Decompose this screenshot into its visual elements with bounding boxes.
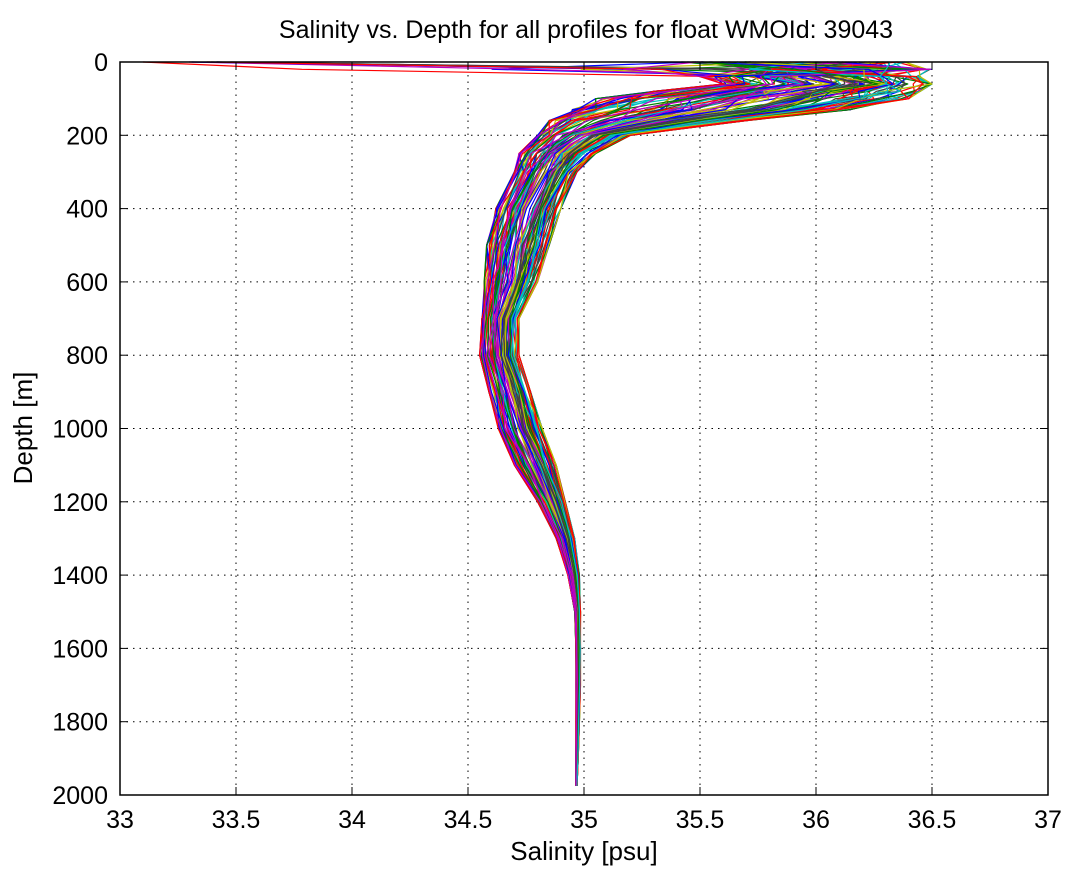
- y-tick-label: 800: [66, 342, 108, 370]
- y-tick-label: 1000: [52, 416, 108, 444]
- chart-title: Salinity vs. Depth for all profiles for …: [279, 16, 893, 44]
- x-tick-label: 36.5: [908, 806, 957, 834]
- y-tick-label: 600: [66, 269, 108, 297]
- x-axis-title: Salinity [psu]: [510, 836, 657, 866]
- profile-line: [488, 61, 931, 786]
- profile-line: [493, 61, 822, 786]
- profile-lines: [142, 61, 933, 786]
- x-tick-label: 35.5: [676, 806, 725, 834]
- y-axis-title: Depth [m]: [8, 372, 38, 485]
- plot-frame: [119, 61, 1049, 796]
- y-tick-label: 1400: [52, 562, 108, 590]
- y-tick-label: 1800: [52, 709, 108, 737]
- y-tick-label: 400: [66, 196, 108, 224]
- profile-line: [191, 61, 746, 786]
- profile-line: [511, 61, 901, 786]
- x-tick-label: 35: [570, 806, 598, 834]
- y-tick-label: 1600: [52, 635, 108, 663]
- y-tick-label: 0: [94, 49, 108, 77]
- y-tick-labels: 0 200 400 600 800 1000 1200 1400 1600 1800 2000: [52, 49, 108, 810]
- profile-line: [481, 61, 908, 786]
- y-tick-label: 2000: [52, 782, 108, 810]
- x-tick-label: 34: [338, 806, 366, 834]
- profile-line: [487, 61, 871, 786]
- profile-line: [509, 61, 879, 786]
- x-tick-label: 34.5: [444, 806, 493, 834]
- x-tick-label: 33.5: [212, 806, 261, 834]
- profile-line: [216, 61, 727, 786]
- profile-line: [502, 61, 906, 786]
- profile-line: [492, 61, 823, 786]
- y-tick-label: 1200: [52, 489, 108, 517]
- profile-line: [481, 61, 736, 786]
- profile-line: [142, 61, 751, 786]
- x-tick-label: 37: [1034, 806, 1062, 834]
- tick-marks: [119, 61, 1049, 796]
- grid: [120, 62, 1048, 795]
- x-tick-labels: 33 33.5 34 34.5 35 35.5 36 36.5 37: [106, 806, 1062, 834]
- y-tick-label: 200: [66, 122, 108, 150]
- x-tick-label: 33: [106, 806, 134, 834]
- x-tick-label: 36: [802, 806, 830, 834]
- profile-line: [499, 61, 839, 786]
- profile-line: [491, 61, 854, 786]
- profile-line: [206, 61, 725, 786]
